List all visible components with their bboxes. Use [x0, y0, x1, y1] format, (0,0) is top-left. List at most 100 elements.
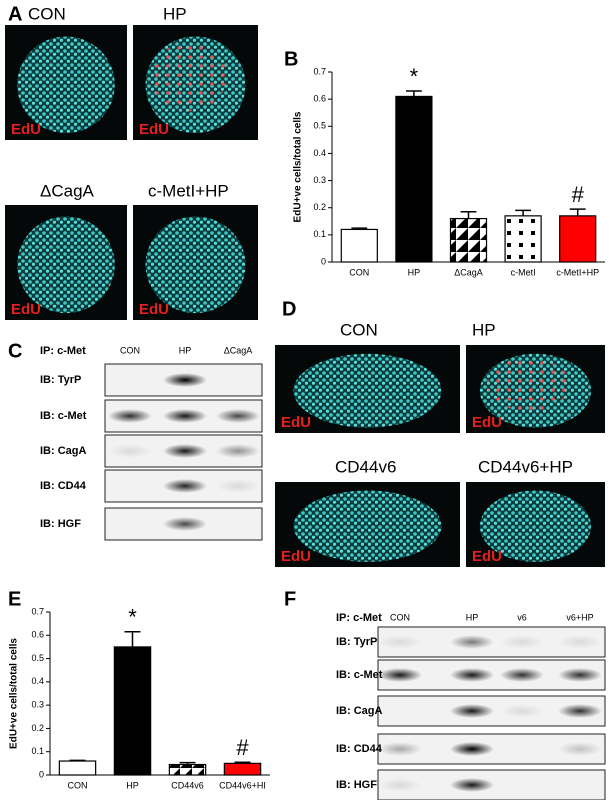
lane-label: HP — [179, 345, 192, 355]
y-tick-label: 0.2 — [313, 202, 326, 212]
band — [108, 444, 152, 458]
error-bar — [460, 211, 477, 219]
image-label: CON — [28, 4, 66, 23]
image-label: c-MetI+HP — [148, 181, 229, 200]
blot-label: IB: HGF — [40, 518, 81, 530]
error-bar — [569, 208, 586, 216]
band — [500, 635, 544, 649]
band — [378, 778, 422, 792]
y-tick-label: 0.3 — [313, 175, 326, 185]
bar — [449, 217, 488, 263]
band — [378, 668, 422, 682]
ip-label: IP: c-Met — [336, 612, 382, 624]
panel-label: C — [8, 340, 22, 362]
band — [558, 635, 602, 649]
band — [450, 704, 494, 718]
y-tick-label: 0.1 — [313, 229, 326, 239]
error-bar — [124, 631, 141, 647]
stain-label: EdU — [11, 121, 41, 138]
organoid — [293, 490, 442, 562]
y-tick-label: 0.6 — [31, 630, 44, 640]
bar — [113, 646, 152, 776]
band — [163, 373, 207, 387]
image-label: HP — [472, 320, 496, 339]
annotation: * — [410, 64, 419, 89]
band — [163, 479, 207, 493]
blot-label: IB: c-Met — [336, 669, 383, 681]
image-label: CON — [340, 320, 378, 339]
organoid — [17, 216, 115, 314]
image-label: CD44v6+HP — [478, 457, 573, 476]
y-axis-label: EdU+ve cells/total cells — [9, 638, 20, 749]
lane-label: CON — [120, 345, 140, 355]
blot-label: IB: CagA — [336, 705, 383, 717]
y-tick-label: 0 — [321, 256, 326, 266]
blot-label: IB: CD44 — [40, 480, 87, 492]
x-tick-label: CON — [349, 267, 369, 277]
y-tick-label: 0.7 — [31, 606, 44, 616]
band — [216, 409, 260, 423]
stain-label: EdU — [139, 301, 169, 318]
blot-label: IB: TyrP — [336, 636, 377, 648]
band — [558, 704, 602, 718]
annotation: * — [128, 605, 137, 630]
y-tick-label: 0.4 — [313, 148, 326, 158]
band — [163, 409, 207, 423]
error-bar — [234, 761, 251, 764]
band — [558, 742, 602, 756]
image-label: HP — [163, 4, 187, 23]
band — [163, 517, 207, 531]
y-tick-label: 0.7 — [313, 66, 326, 76]
error-bar — [179, 761, 196, 765]
blot-label: IB: HGF — [336, 779, 377, 791]
stain-label: EdU — [281, 548, 311, 565]
bar — [168, 763, 207, 776]
organoid — [17, 36, 115, 134]
blot-label: IB: TyrP — [40, 374, 81, 386]
lane-label: CON — [390, 612, 410, 622]
x-tick-label: CON — [68, 780, 88, 790]
stain-label: EdU — [472, 414, 502, 431]
panel-label: A — [8, 3, 22, 25]
blot-label: IB: CagA — [40, 445, 87, 457]
error-bar — [69, 759, 86, 762]
stain-label: EdU — [281, 414, 311, 431]
blot-label: IB: c-Met — [40, 410, 87, 422]
band — [216, 479, 260, 493]
lane-label: v6+HP — [566, 612, 593, 622]
x-tick-label: c-MetI — [511, 267, 536, 277]
band — [378, 742, 422, 756]
band — [378, 635, 422, 649]
organoid — [145, 216, 246, 314]
panel-label: D — [282, 298, 296, 320]
error-bar — [405, 90, 422, 97]
stain-label: EdU — [472, 548, 502, 565]
x-tick-label: ΔCagA — [454, 267, 483, 277]
panel-label: B — [284, 48, 298, 70]
edu-cells — [486, 358, 571, 411]
error-bar — [515, 209, 532, 216]
lane-label: HP — [466, 612, 479, 622]
panel-label: F — [284, 588, 296, 610]
annotation: # — [572, 182, 585, 207]
lane-label: v6 — [517, 612, 527, 622]
organoid — [293, 353, 442, 428]
bar — [223, 762, 262, 776]
annotation: # — [236, 735, 249, 760]
bar — [395, 95, 433, 263]
bar — [504, 215, 542, 263]
x-tick-label: HP — [126, 780, 139, 790]
bar — [58, 760, 97, 776]
lane-label: ΔCagA — [224, 345, 253, 355]
organoid — [479, 490, 592, 562]
stain-label: EdU — [139, 121, 169, 138]
y-tick-label: 0.4 — [31, 676, 44, 686]
band — [163, 444, 207, 458]
error-bar — [351, 227, 368, 230]
band — [500, 668, 544, 682]
bar — [559, 215, 597, 263]
band — [450, 635, 494, 649]
blot-label: IB: CD44 — [336, 743, 383, 755]
x-tick-label: CD44v6 — [171, 780, 204, 790]
